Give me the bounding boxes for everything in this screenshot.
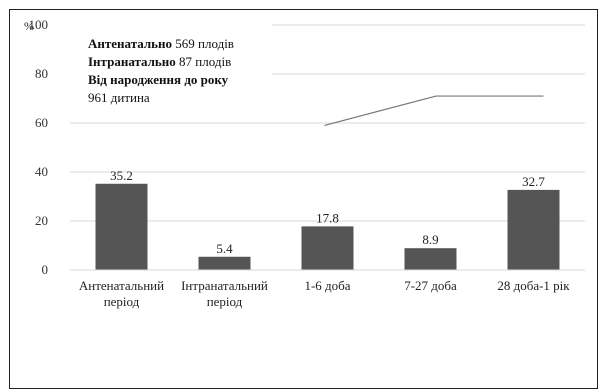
annotation-line: Інтранатально 87 плодів — [88, 54, 231, 69]
data-label: 17.8 — [316, 210, 339, 225]
y-tick-label: 20 — [35, 213, 48, 228]
annotation-line: Антенатально 569 плодів — [88, 36, 234, 51]
y-tick-label: 40 — [35, 164, 48, 179]
y-tick-label: 100 — [29, 17, 49, 32]
category-label: Інтранатальний — [181, 278, 268, 293]
bar — [404, 248, 457, 270]
data-label: 5.4 — [216, 241, 233, 256]
y-unit-label: % — [24, 19, 34, 33]
category-label: період — [104, 294, 140, 309]
category-label: період — [207, 294, 243, 309]
annotation-bold: Антенатально — [88, 36, 172, 51]
bar — [301, 226, 354, 270]
annotation-text: 87 плодів — [176, 54, 231, 69]
y-tick-label: 0 — [42, 262, 49, 277]
data-label: 8.9 — [422, 232, 438, 247]
y-tick-label: 60 — [35, 115, 48, 130]
data-label: 35.2 — [110, 168, 133, 183]
annotation-text: 961 дитина — [88, 90, 150, 105]
category-label: 28 доба-1 рік — [497, 278, 570, 293]
annotation-text: 569 плодів — [172, 36, 234, 51]
y-tick-label: 80 — [35, 66, 48, 81]
annotation-line: Від народження до року — [88, 72, 229, 87]
data-label: 32.7 — [522, 174, 545, 189]
annotation-bold: Інтранатально — [88, 54, 176, 69]
group-bracket-line — [324, 95, 544, 127]
bar — [95, 183, 148, 270]
category-label: 1-6 доба — [304, 278, 350, 293]
bar — [507, 189, 560, 270]
annotation-bold: Від народження до року — [88, 72, 229, 87]
category-label: Антенатальний — [79, 278, 164, 293]
category-label: 7-27 доба — [404, 278, 457, 293]
annotation-line: 961 дитина — [88, 90, 150, 105]
bar — [198, 256, 251, 270]
